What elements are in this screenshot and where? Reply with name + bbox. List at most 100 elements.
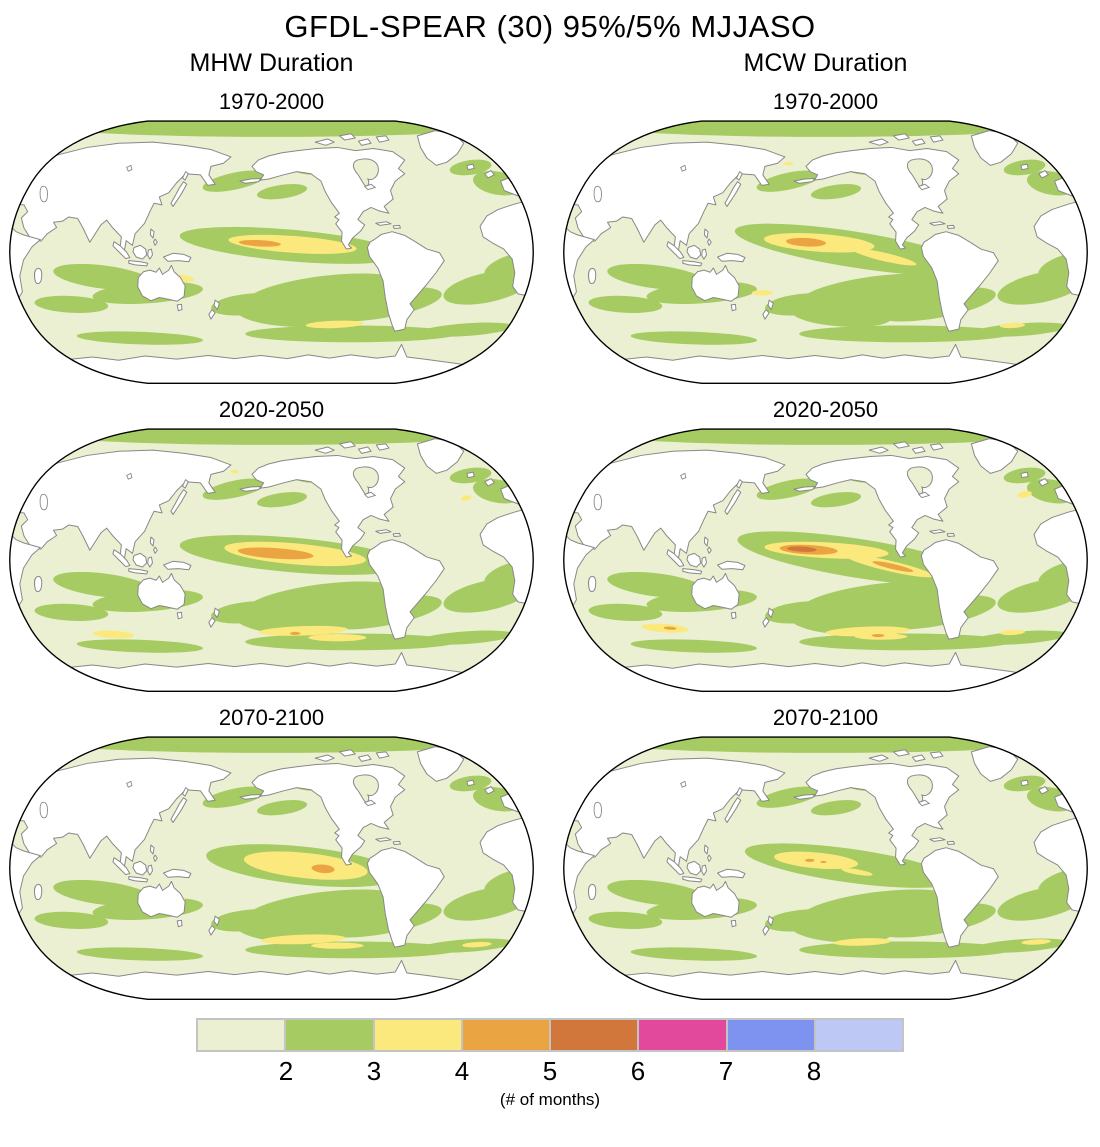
landmass	[479, 814, 534, 914]
map-frame	[563, 736, 1088, 1001]
column-header-mcw: MCW Duration	[743, 49, 908, 77]
duration-contour	[237, 547, 314, 560]
landmass	[128, 568, 149, 575]
landmass	[484, 478, 495, 487]
landmass	[181, 787, 189, 797]
duration-contour	[663, 626, 677, 630]
landmass	[707, 854, 712, 862]
duration-contour	[92, 630, 135, 639]
figure: GFDL-SPEAR (30) 95%/5% MJJASO MHW Durati…	[0, 8, 1100, 1110]
duration-contour	[228, 234, 357, 254]
world-map-mcw-2020-2050	[563, 428, 1088, 693]
landmass	[563, 206, 595, 307]
duration-contour	[23, 121, 520, 137]
landmass	[163, 252, 192, 263]
duration-contour	[607, 879, 707, 907]
landmass	[701, 248, 707, 260]
duration-contour	[34, 603, 109, 622]
landmass	[1020, 471, 1029, 479]
map-frame	[563, 120, 1088, 385]
landmass	[149, 536, 155, 547]
landmass	[691, 880, 740, 918]
landmass	[868, 446, 889, 454]
landmass	[911, 446, 926, 454]
landmass	[213, 607, 220, 619]
colorbar-tick-label: 7	[718, 1056, 734, 1086]
landmass	[375, 837, 392, 842]
colorbar-tick-label: 5	[542, 1056, 558, 1086]
duration-contour	[462, 941, 492, 948]
duration-contour	[997, 886, 1086, 921]
duration-contour	[791, 918, 892, 943]
landmass	[767, 607, 774, 619]
world-map-mcw-2070-2100	[563, 736, 1088, 1001]
lake	[363, 183, 377, 191]
duration-contour	[308, 633, 367, 642]
duration-contour	[997, 578, 1086, 613]
duration-contour	[202, 170, 267, 192]
landmass	[1033, 814, 1088, 914]
map-frame	[563, 428, 1088, 693]
landmass	[666, 857, 685, 876]
lake	[563, 191, 577, 199]
landmass	[375, 443, 390, 451]
duration-contour	[871, 633, 885, 638]
colorbar-segment-4	[460, 1020, 549, 1050]
landmass	[128, 260, 149, 267]
landmass	[52, 137, 63, 146]
landmass	[929, 135, 944, 143]
duration-contour	[756, 786, 821, 808]
landmass	[717, 252, 746, 263]
lake	[363, 799, 377, 807]
landmass	[686, 860, 702, 876]
duration-contour	[787, 546, 817, 552]
landmass	[392, 840, 402, 846]
hudson-bay	[906, 774, 933, 803]
landmass	[137, 880, 186, 918]
landmass	[724, 797, 742, 823]
landmass	[701, 864, 707, 876]
landmass	[666, 241, 685, 260]
panel-mcw-2020-2050: 2020-2050	[562, 386, 1089, 694]
landmass	[911, 754, 926, 762]
landmass	[920, 539, 999, 640]
duration-contour	[588, 603, 663, 622]
landmass	[1038, 786, 1049, 795]
landmass	[1038, 170, 1049, 179]
landmass	[1020, 163, 1029, 171]
duration-contour	[305, 320, 364, 329]
landmass	[1033, 506, 1088, 606]
landmass	[703, 228, 709, 239]
duration-contour	[461, 495, 472, 501]
column-headers: MHW Duration MCW Duration	[0, 48, 1100, 78]
colorbar-segment-5	[549, 1020, 638, 1050]
landmass	[208, 925, 216, 936]
duration-contour	[607, 263, 707, 291]
duration-contour	[443, 578, 532, 613]
landmass	[153, 238, 158, 246]
duration-contour	[76, 331, 204, 345]
landmass	[163, 560, 192, 571]
map-frame	[9, 120, 534, 385]
duration-contour	[260, 934, 346, 945]
duration-contour	[810, 184, 862, 200]
duration-contour	[419, 322, 514, 337]
landmass	[112, 857, 131, 876]
panel-mhw-2020-2050: 2020-2050	[8, 386, 535, 694]
landmass	[767, 915, 774, 927]
landmass	[366, 847, 445, 948]
landmass	[176, 611, 183, 620]
landmass	[147, 556, 153, 568]
landmass	[735, 787, 743, 797]
duration-contour	[852, 248, 917, 266]
colorbar-ticks: 2 3 4 5 6 7 8	[196, 1055, 904, 1089]
landmass	[929, 837, 946, 842]
landmass	[314, 754, 335, 762]
landmass	[338, 441, 356, 449]
duration-contour	[289, 631, 301, 636]
duration-contour	[973, 322, 1068, 337]
landmass	[338, 133, 356, 141]
landmass	[357, 446, 372, 454]
landmass	[946, 532, 956, 538]
landmass	[703, 536, 709, 547]
